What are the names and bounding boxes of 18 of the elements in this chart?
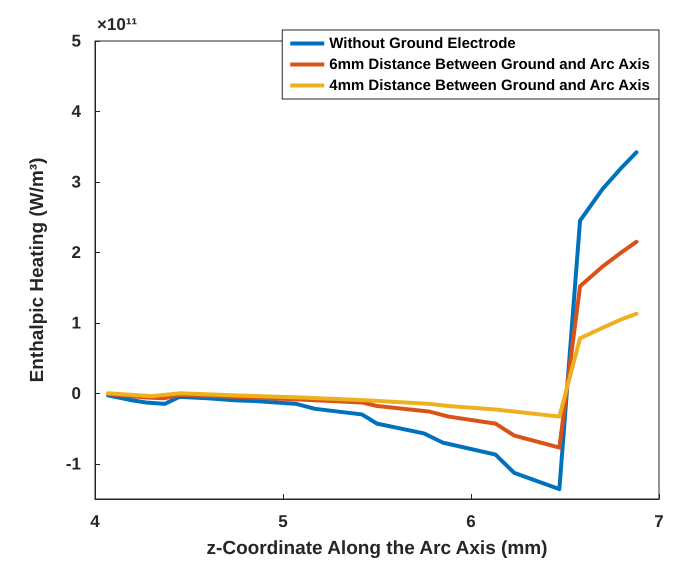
x-tick-label: 5	[278, 512, 288, 531]
y-tick-label: 5	[72, 32, 81, 50]
y-tick-label: 2	[72, 242, 81, 262]
legend-label: 4mm Distance Between Ground and Arc Axis	[329, 77, 650, 94]
legend-label: 6mm Distance Between Ground and Arc Axis	[329, 56, 650, 73]
y-tick-label: -1	[66, 454, 81, 474]
legend-label: Without Ground Electrode	[329, 35, 516, 52]
x-tick-label: 7	[654, 512, 664, 531]
y-axis-title: Enthalpic Heating (W/m³)	[27, 158, 48, 382]
line-series	[106, 312, 638, 419]
text: ×10¹¹	[97, 15, 138, 34]
x-axis-title: z-Coordinate Along the Arc Axis (mm)	[206, 538, 548, 559]
y-tick-label: 3	[72, 172, 81, 192]
y-tick-label: 1	[72, 313, 81, 332]
y-tick-label: 4	[72, 102, 82, 121]
x-tick-label: 4	[90, 512, 100, 531]
x-tick-label: 6	[466, 512, 476, 531]
y-tick-label: 0	[72, 384, 81, 403]
